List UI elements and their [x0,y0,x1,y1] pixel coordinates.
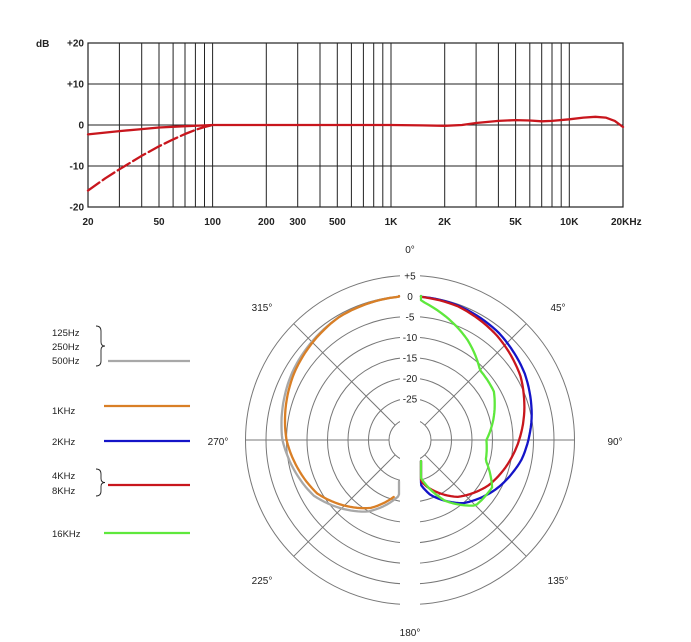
x-tick-label: 100 [204,217,221,228]
x-tick-labels: 20 50 100 200 300 500 1K 2K 5K 10K 20KHz [82,217,641,228]
radial-tick-label: 0 [407,292,413,303]
polar-spoke [293,323,396,426]
x-tick-label: 500 [329,217,346,228]
angle-label: 315° [252,303,273,314]
radial-tick-label: +5 [404,272,416,283]
legend-label: 8KHz [52,486,75,497]
polar-curve-2 [419,294,533,505]
angle-label: 0° [405,245,415,256]
angle-label: 90° [607,437,622,448]
x-tick-label: 1K [385,217,399,228]
x-tick-label: 300 [289,217,306,228]
polar-curve-4 [419,294,496,507]
y-tick-label: 0 [78,121,84,132]
angle-label: 270° [208,437,229,448]
legend-label: 1KHz [52,406,75,417]
x-tick-label: 50 [153,217,165,228]
angle-label: 180° [400,628,421,639]
radial-tick-label: -25 [403,395,418,406]
x-tick-label: 2K [438,217,452,228]
x-tick-label: 10K [560,217,579,228]
polar-curve-0 [280,294,401,513]
y-tick-label: +10 [67,80,84,91]
legend: 125Hz 250Hz 500Hz 1KHz 2KHz 4KHz 8KHz 16KHz [52,325,190,540]
polar-spoke [424,323,527,426]
radial-tick-label: -20 [403,374,418,385]
angle-label: 135° [548,576,569,587]
polar-pattern-chart: +5 0 -5 -10 -15 -20 -25 0° 45° 90° 135° 180° 225° 27… [208,245,623,639]
radial-tick-label: -10 [403,333,418,344]
polar-curve-3 [419,294,526,499]
angle-label: 225° [252,576,273,587]
legend-brace [95,468,106,497]
radial-tick-label: -15 [403,354,418,365]
response-line-response [86,115,625,136]
legend-label: 2KHz [52,437,75,448]
x-tick-label: 20 [82,217,94,228]
angle-labels: 0° 45° 90° 135° 180° 225° 270° 315° [208,245,623,639]
frequency-response-chart: +20+100-10-20 20 50 100 200 300 500 1K 2K 5K 10K 2… [36,39,642,229]
y-tick-labels: +20 +10 0 -10 -20 [67,39,84,214]
polar-curve-1 [283,294,401,510]
legend-label: 4KHz [52,471,75,482]
legend-brace [95,325,106,367]
y-tick-label: +20 [67,39,84,50]
legend-label: 500Hz [52,356,80,367]
legend-label: 125Hz [52,328,80,339]
legend-label: 250Hz [52,342,80,353]
y-tick-label: -10 [70,162,85,173]
angle-label: 45° [550,303,565,314]
center-scale-strip [400,266,420,618]
polar-curves [280,294,533,513]
y-unit-label: dB [36,39,49,50]
response-line-low-cut [86,123,214,192]
x-tick-label: 5K [509,217,523,228]
x-tick-label: 20KHz [611,217,642,228]
response-curves [86,115,625,192]
radial-tick-label: -5 [406,313,415,324]
y-tick-label: -20 [70,203,85,214]
radial-tick-labels: +5 0 -5 -10 -15 -20 -25 [403,272,418,406]
legend-label: 16KHz [52,529,81,540]
x-tick-label: 200 [258,217,275,228]
